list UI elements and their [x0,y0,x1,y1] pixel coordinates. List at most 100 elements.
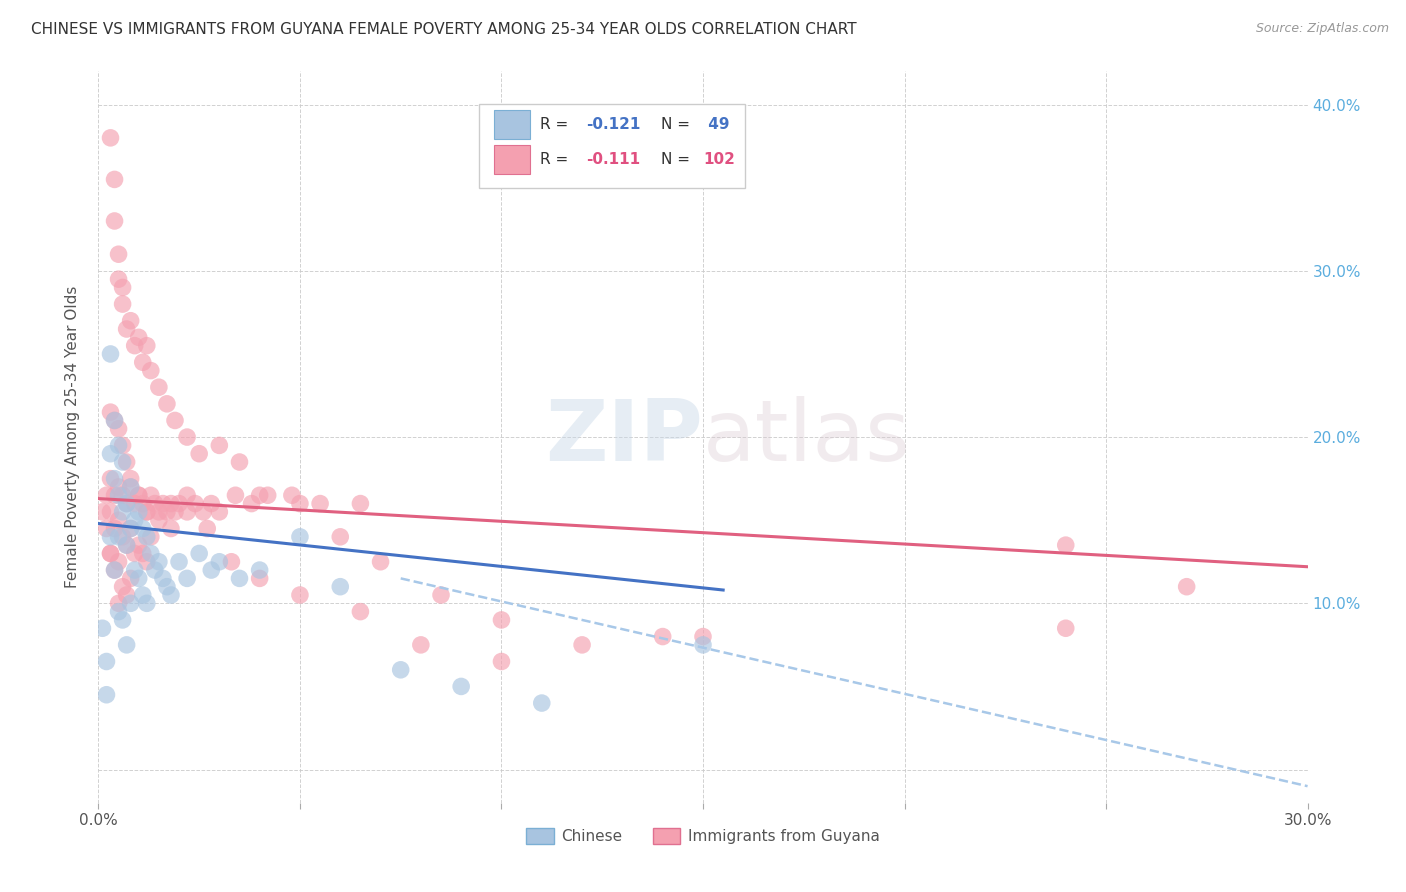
Text: ZIP: ZIP [546,395,703,479]
Text: -0.111: -0.111 [586,152,640,167]
Point [107,422,129,436]
Point [571,638,593,652]
Point [128,571,150,585]
Point [139,546,162,560]
Point [115,497,138,511]
Point [96,655,118,669]
Point [249,571,271,585]
Text: N =: N = [661,117,695,132]
Point [115,497,138,511]
FancyBboxPatch shape [494,110,530,139]
Point [160,588,183,602]
Point [132,588,155,602]
Point [111,505,134,519]
Legend: Chinese, Immigrants from Guyana: Chinese, Immigrants from Guyana [520,822,886,850]
Point [91,621,114,635]
Point [111,438,134,452]
Point [200,497,222,511]
Point [195,521,218,535]
Text: R =: R = [540,117,572,132]
Point [148,513,170,527]
Point [111,488,134,502]
Point [1054,538,1077,552]
Point [208,438,231,452]
Point [208,555,231,569]
Point [103,214,125,228]
Point [107,555,129,569]
Point [193,505,215,519]
Point [176,430,198,444]
Point [163,413,186,427]
Point [100,131,122,145]
Point [139,488,162,502]
Point [148,555,170,569]
Point [221,555,243,569]
Point [135,338,157,352]
Point [228,455,250,469]
Point [120,480,142,494]
Point [491,655,513,669]
Point [409,638,432,652]
Point [124,546,146,560]
Point [103,172,125,186]
Point [249,563,271,577]
Point [103,488,125,502]
Point [288,588,311,602]
Point [111,530,134,544]
Text: 102: 102 [703,152,735,167]
Y-axis label: Female Poverty Among 25-34 Year Olds: Female Poverty Among 25-34 Year Olds [65,286,80,588]
Point [124,513,146,527]
Point [148,380,170,394]
Point [128,330,150,344]
Point [100,505,122,519]
Point [124,338,146,352]
Point [450,680,472,694]
Point [152,497,174,511]
Point [107,596,129,610]
Point [124,497,146,511]
Point [288,497,311,511]
Point [111,297,134,311]
Point [124,563,146,577]
Point [111,580,134,594]
Point [135,530,157,544]
Point [128,538,150,552]
Point [143,563,166,577]
Point [240,497,263,511]
Point [115,538,138,552]
Point [208,505,231,519]
Point [176,488,198,502]
Text: -0.121: -0.121 [586,117,640,132]
Point [96,488,118,502]
Point [256,488,278,502]
Point [156,505,179,519]
Point [103,563,125,577]
Point [120,314,142,328]
Point [135,596,157,610]
Point [176,571,198,585]
Point [132,497,155,511]
Point [249,488,271,502]
Point [188,447,211,461]
Point [160,497,183,511]
Text: atlas: atlas [703,395,911,479]
Point [132,546,155,560]
Point [111,280,134,294]
Point [100,530,122,544]
Point [103,413,125,427]
Point [91,505,114,519]
Point [132,355,155,369]
Point [176,505,198,519]
Point [107,438,129,452]
Point [120,472,142,486]
Point [107,530,129,544]
Point [103,472,125,486]
Text: R =: R = [540,152,572,167]
Point [115,322,138,336]
Point [224,488,246,502]
Point [107,513,129,527]
Point [156,580,179,594]
Point [107,247,129,261]
Point [228,571,250,585]
Point [100,546,122,560]
